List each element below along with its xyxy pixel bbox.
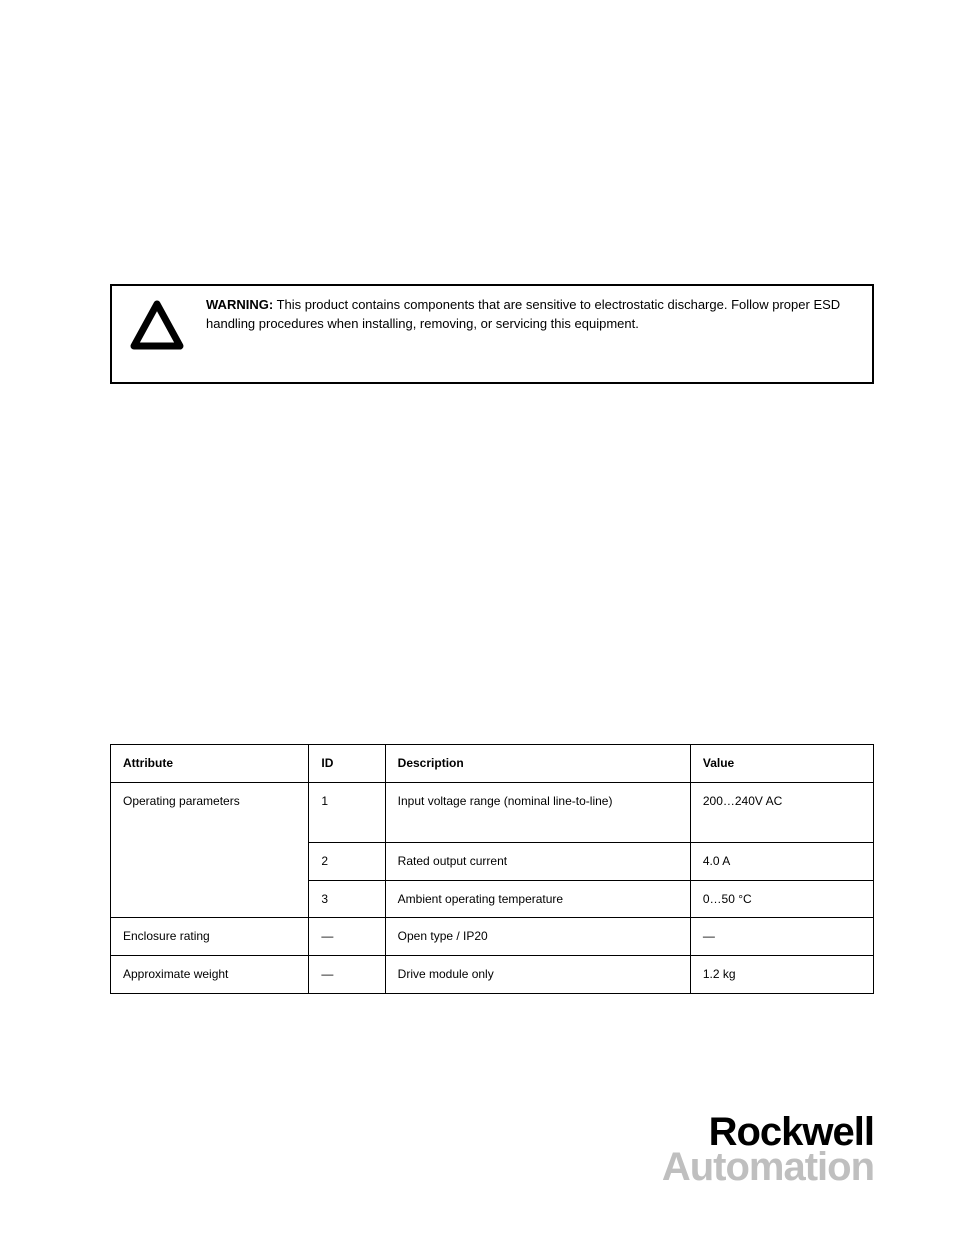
table-row: Enclosure rating — Open type / IP20 —: [111, 918, 874, 956]
table-cell: 0…50 °C: [690, 880, 873, 918]
table-cell: Approximate weight: [111, 956, 309, 994]
warning-label: WARNING:: [206, 297, 273, 312]
table-header: ID: [309, 745, 385, 783]
warning-body: This product contains components that ar…: [206, 297, 840, 331]
document-page: WARNING: This product contains component…: [0, 0, 954, 1235]
table-cell: 4.0 A: [690, 842, 873, 880]
table-cell: Drive module only: [385, 956, 690, 994]
table-header: Value: [690, 745, 873, 783]
table-cell: 2: [309, 842, 385, 880]
table-cell: —: [690, 918, 873, 956]
warning-callout: WARNING: This product contains component…: [110, 284, 874, 384]
table-cell: Open type / IP20: [385, 918, 690, 956]
table-cell: 1.2 kg: [690, 956, 873, 994]
table-row: Operating parameters 1 Input voltage ran…: [111, 782, 874, 842]
table-cell: 3: [309, 880, 385, 918]
table-cell: —: [309, 956, 385, 994]
logo-line2: Automation: [662, 1150, 874, 1185]
warning-icon: [128, 296, 186, 361]
table-cell: Enclosure rating: [111, 918, 309, 956]
group-cell: Operating parameters: [111, 782, 309, 918]
table-cell: Ambient operating temperature: [385, 880, 690, 918]
table-cell: 1: [309, 782, 385, 842]
table-header: Description: [385, 745, 690, 783]
table-row: Approximate weight — Drive module only 1…: [111, 956, 874, 994]
table-header: Attribute: [111, 745, 309, 783]
table-header-row: Attribute ID Description Value: [111, 745, 874, 783]
table-cell: Input voltage range (nominal line-to-lin…: [385, 782, 690, 842]
warning-text: WARNING: This product contains component…: [206, 296, 852, 334]
table-cell: —: [309, 918, 385, 956]
specifications-table: Attribute ID Description Value Operating…: [110, 744, 874, 994]
table-cell: Rated output current: [385, 842, 690, 880]
company-logo: Rockwell Automation: [662, 1115, 874, 1185]
table-cell: 200…240V AC: [690, 782, 873, 842]
